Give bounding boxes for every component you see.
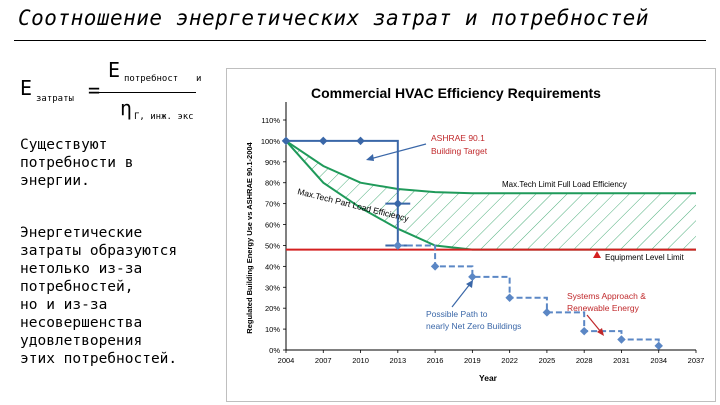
annotation-background	[603, 251, 698, 263]
paragraph-needs: Существуют потребности в энергии.	[20, 137, 134, 189]
formula-lhs: E	[20, 76, 33, 100]
net-zero-path-point	[617, 335, 626, 344]
x-tick-label: 2034	[650, 356, 667, 365]
net-zero-path-point	[542, 308, 552, 317]
annotation-arrowhead	[366, 154, 374, 161]
x-tick-label: 2028	[576, 356, 593, 365]
x-tick-label: 2037	[688, 356, 705, 365]
annotation-arrow	[586, 314, 602, 333]
net-zero-path-point	[579, 326, 589, 336]
y-tick-label: 10%	[265, 325, 280, 334]
equipment-limit-marker	[593, 251, 601, 258]
ashrae-target-point	[356, 136, 365, 146]
annotation-ashrae: Building Target	[431, 146, 488, 156]
paragraph-costs: Энергетические затраты образуются нетоль…	[20, 225, 178, 367]
x-tick-label: 2022	[501, 356, 518, 365]
formula-numerator: E	[108, 58, 121, 82]
annotation-systems-approach: Renewable Energy	[567, 303, 640, 313]
annotation-background	[500, 178, 654, 190]
y-tick-label: 20%	[265, 304, 280, 313]
y-tick-label: 90%	[265, 158, 280, 167]
formula-equals: =	[88, 78, 101, 102]
energy-formula: E затраты = E потребност и η Г, инж. экс	[10, 52, 220, 132]
x-tick-label: 2004	[278, 356, 295, 365]
x-tick-label: 2025	[539, 356, 556, 365]
annotation-systems-approach: Systems Approach &	[567, 291, 646, 301]
formula-numerator-subscript-end: и	[196, 74, 202, 84]
annotation-equipment-limit: Equipment Level Limit	[605, 253, 684, 262]
ashrae-target-point	[281, 136, 291, 146]
net-zero-path-point	[468, 272, 477, 282]
chart-svg: Commercial HVAC Efficiency Requirements …	[226, 68, 716, 402]
annotation-arrowhead	[466, 280, 473, 288]
x-tick-label: 2031	[613, 356, 630, 365]
x-tick-label: 2010	[352, 356, 369, 365]
y-tick-label: 70%	[265, 200, 280, 209]
x-tick-label: 2013	[389, 356, 406, 365]
net-zero-path-point	[393, 241, 403, 250]
net-zero-path-point	[654, 341, 663, 351]
y-axis-label: Regulated Building Energy Use vs ASHRAE …	[245, 141, 254, 333]
fraction-bar	[98, 92, 196, 93]
formula-denominator: η	[120, 96, 133, 120]
annotation-net-zero: Possible Path to	[426, 309, 488, 319]
net-zero-path-point	[505, 293, 514, 302]
slide-title: Соотношение энергетических затрат и потр…	[18, 6, 649, 30]
annotation-full-load: Max.Tech Limit Full Load Efficiency	[502, 180, 627, 189]
y-tick-label: 0%	[269, 346, 280, 355]
net-zero-path-point	[430, 262, 440, 271]
x-axis-label: Year	[479, 373, 498, 383]
y-tick-label: 50%	[265, 241, 280, 250]
hvac-efficiency-chart: Commercial HVAC Efficiency Requirements …	[226, 68, 716, 402]
annotation-arrow	[369, 143, 427, 160]
formula-lhs-subscript: затраты	[36, 94, 74, 104]
x-tick-label: 2016	[427, 356, 444, 365]
x-tick-label: 2007	[315, 356, 332, 365]
ashrae-target-point	[393, 199, 403, 208]
plot-area: 0% 10% 20% 30% 40% 50% 60% 70% 80% 90% 100% 110% 200…	[261, 102, 705, 365]
y-tick-label: 110%	[261, 116, 280, 125]
annotation-ashrae: ASHRAE 90.1	[431, 133, 485, 143]
y-tick-label: 100%	[261, 137, 281, 146]
chart-title: Commercial HVAC Efficiency Requirements	[311, 85, 601, 101]
annotation-net-zero: nearly Net Zero Buildings	[426, 321, 521, 331]
formula-denominator-subscript: Г, инж. экс	[134, 112, 194, 122]
title-divider	[14, 40, 706, 41]
full-load-efficiency-line	[285, 140, 696, 195]
x-tick-label: 2019	[464, 356, 481, 365]
annotation-arrow	[451, 283, 471, 308]
net-zero-path-line	[397, 244, 660, 346]
y-tick-label: 80%	[265, 179, 280, 188]
y-tick-label: 40%	[265, 262, 280, 271]
y-tick-label: 60%	[265, 221, 280, 230]
formula-numerator-subscript: потребност	[124, 74, 179, 84]
annotation-arrowhead	[597, 328, 604, 336]
y-tick-label: 30%	[265, 283, 280, 292]
